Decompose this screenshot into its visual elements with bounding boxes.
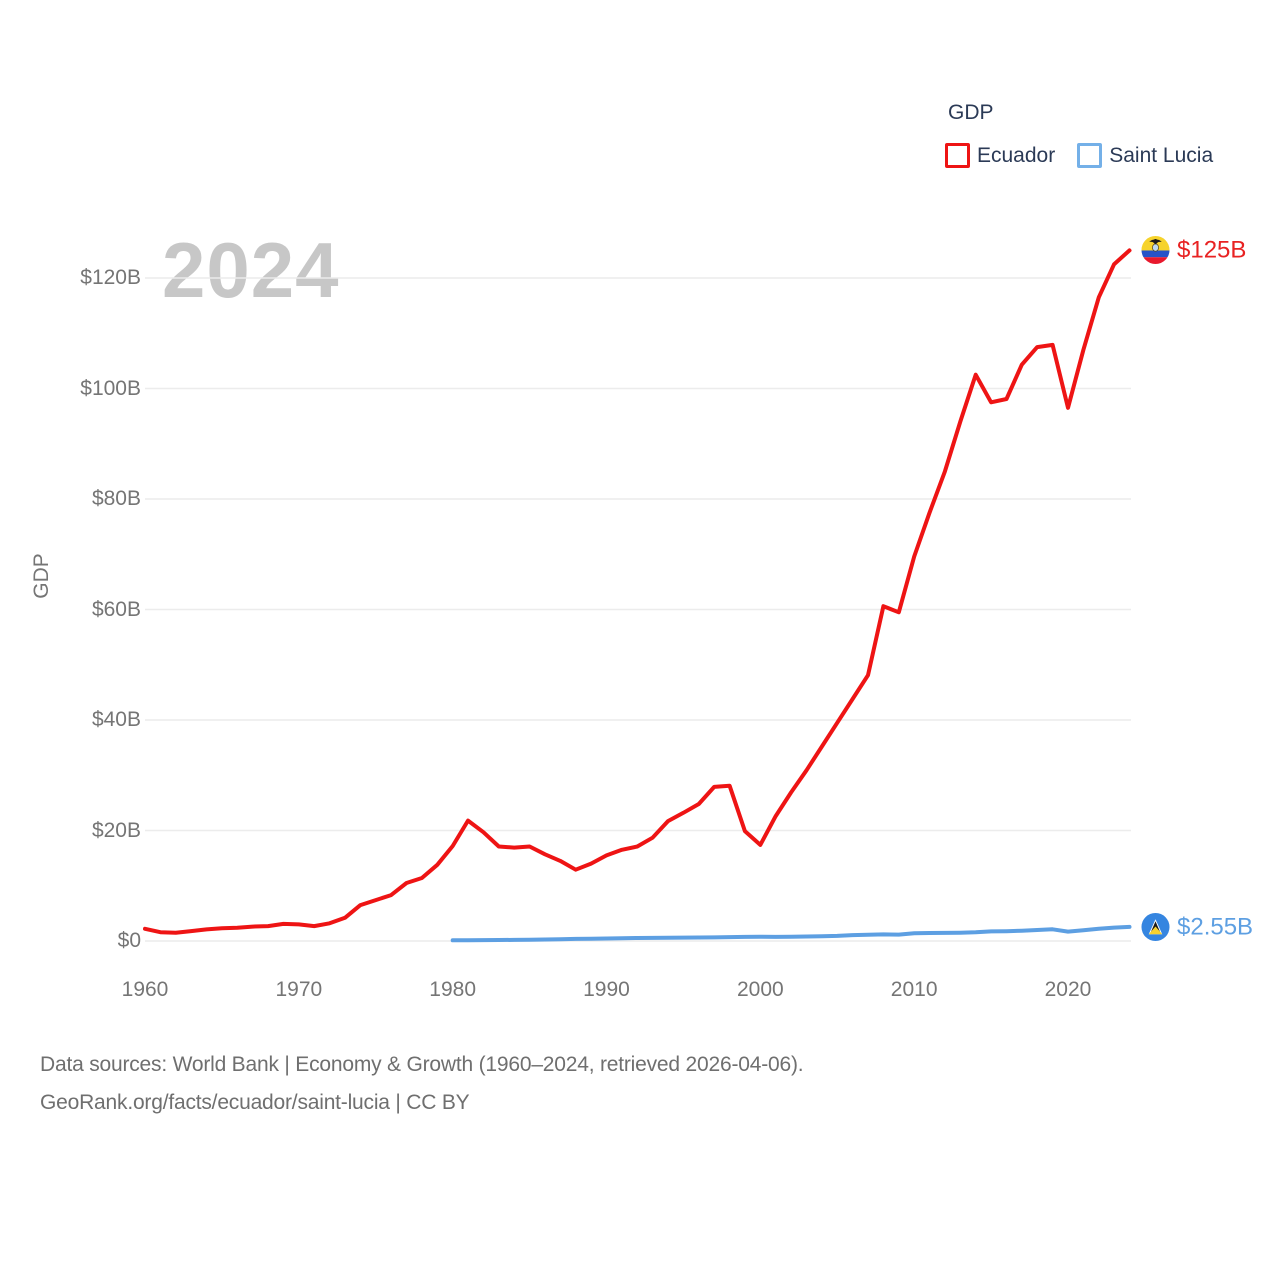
x-tick-label: 1990 — [583, 978, 630, 1001]
footer-sources-line: Data sources: World Bank | Economy & Gro… — [40, 1053, 804, 1076]
x-tick-label: 2000 — [736, 978, 784, 1001]
x-tick-label: 2010 — [890, 978, 938, 1001]
legend-label-ecuador: Ecuador — [977, 143, 1056, 167]
y-tick-label: $0 — [117, 929, 141, 952]
saint-lucia-flag-icon — [1141, 912, 1170, 942]
legend-items: Ecuador Saint Lucia — [945, 143, 1213, 168]
ecuador-end-label: $125B — [1141, 235, 1247, 265]
footer: Data sources: World Bank | Economy & Gro… — [40, 1046, 804, 1122]
footer-attribution-line: GeoRank.org/facts/ecuador/saint-lucia | … — [40, 1091, 470, 1114]
saint-lucia-swatch-icon — [1077, 143, 1103, 168]
ecuador-line[interactable] — [143, 248, 1132, 935]
ecuador-end-value: $125B — [1177, 236, 1247, 263]
legend-item-ecuador[interactable]: Ecuador — [945, 143, 1055, 168]
saint-lucia-line[interactable] — [450, 924, 1132, 943]
series-lines — [143, 248, 1132, 943]
y-tick-label: $100B — [80, 376, 141, 400]
saint-lucia-end-label: $2.55B — [1141, 912, 1254, 942]
y-tick-label: $60B — [91, 597, 141, 621]
x-tick-label: 2020 — [1044, 978, 1092, 1001]
x-tick-label: 1970 — [275, 978, 323, 1001]
legend: GDP Ecuador Saint Lucia — [945, 101, 1213, 168]
watermark-year: 2024 — [162, 226, 340, 314]
legend-title: GDP — [948, 101, 994, 124]
x-tick-label: 1960 — [121, 978, 169, 1001]
ecuador-swatch-icon — [945, 143, 970, 168]
y-tick-label: $20B — [91, 818, 141, 842]
legend-item-saint-lucia[interactable]: Saint Lucia — [1077, 143, 1213, 168]
saint-lucia-end-value: $2.55B — [1177, 913, 1254, 940]
ecuador-flag-icon — [1141, 235, 1170, 265]
y-tick-label: $120B — [80, 266, 141, 289]
x-tick-label: 1980 — [429, 978, 477, 1001]
plot-area[interactable] — [0, 0, 1280, 1040]
legend-label-saint-lucia: Saint Lucia — [1109, 143, 1214, 167]
y-tick-label: $40B — [91, 708, 141, 731]
gridlines — [145, 277, 1131, 942]
y-tick-label: $80B — [91, 487, 141, 510]
